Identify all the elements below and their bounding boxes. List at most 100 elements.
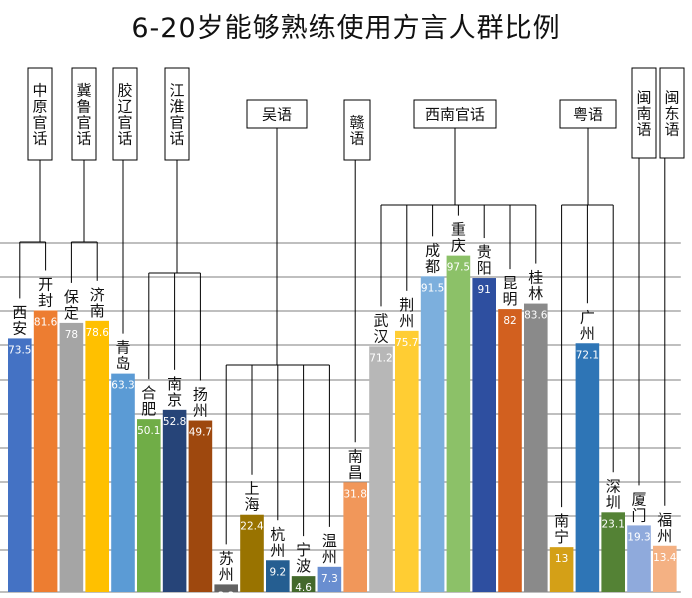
group-label: 闽南语: [636, 89, 651, 139]
bar-温州: [317, 566, 342, 592]
bar-value-label: 13: [555, 553, 568, 565]
bar-value-label: 4.6: [295, 582, 312, 594]
bar-value-label: 97.5: [447, 262, 470, 274]
bar-value-label: 71.2: [369, 352, 392, 364]
bar-value-label: 22.4: [240, 521, 264, 533]
bar-value-label: 52.8: [163, 416, 186, 428]
bar-category-label: 南昌: [348, 447, 363, 481]
bar-value-label: 50.1: [137, 425, 160, 437]
bar-厦门: [627, 525, 651, 592]
bar-深圳: [601, 512, 625, 592]
bar-扬州: [188, 420, 213, 592]
bar-category-label: 合肥: [141, 384, 156, 418]
bar-成都: [420, 276, 445, 592]
bar-category-label: 杭州: [270, 525, 285, 559]
bar-福州: [653, 545, 677, 592]
bar-value-label: 73.5: [8, 344, 31, 356]
group-label: 赣语: [349, 114, 364, 148]
group-label: 冀鲁官话: [76, 82, 91, 148]
bar-重庆: [446, 255, 471, 592]
bar-开封: [33, 310, 58, 592]
bar-保定: [59, 322, 84, 592]
bar-category-label: 福州: [657, 511, 672, 545]
group-box: [413, 99, 497, 129]
bar-category-label: 济南: [90, 286, 105, 320]
bar-桂林: [524, 303, 548, 592]
bar-贵阳: [472, 278, 496, 592]
group-box: [71, 67, 97, 161]
bar-category-label: 南京: [167, 375, 182, 409]
bar-value-label: 7.3: [321, 573, 338, 585]
bar-value-label: 63.3: [111, 380, 134, 392]
group-box: [343, 99, 371, 161]
bar-value-label: 91.5: [421, 282, 444, 294]
group-label: 粤语: [573, 106, 603, 124]
group-box: [164, 67, 190, 161]
bar-value-label: 2.2: [218, 590, 235, 598]
bar-荆州: [395, 330, 419, 592]
bars: [8, 255, 677, 592]
bar-category-label: 南宁: [554, 512, 569, 546]
bar-西安: [8, 338, 32, 592]
bar-category-label: 扬州: [193, 386, 208, 420]
chart-title: 6-20岁能够熟练使用方言人群比例: [131, 13, 561, 44]
bar-合肥: [137, 419, 161, 592]
bar-value-label: 83.6: [524, 310, 548, 322]
bar-南京: [162, 409, 187, 592]
bar-青岛: [111, 373, 135, 592]
bar-南昌: [343, 482, 367, 592]
bar-苏州: [214, 584, 238, 592]
group-box: [559, 99, 617, 129]
bar-武汉: [369, 346, 393, 592]
bar-category-label: 贵阳: [477, 243, 492, 277]
bar-昆明: [498, 309, 522, 592]
bar-category-label: 厦门: [631, 490, 646, 524]
bar-value-label: 9.2: [269, 566, 286, 578]
bar-value-label: 49.7: [189, 427, 212, 439]
group-label: 闽东语: [664, 89, 679, 139]
bar-南宁: [549, 547, 574, 592]
bar-category-label: 重庆: [451, 221, 466, 255]
bar-value-label: 75.7: [395, 337, 418, 349]
group-label: 西南官话: [425, 106, 485, 124]
group-box: [246, 99, 308, 129]
bar-category-label: 西安: [12, 303, 27, 337]
bar-category-label: 保定: [64, 288, 79, 322]
bar-category-label: 桂林: [528, 269, 543, 303]
bar-labels: 西安 73.5 开封 81.6 保定 78 济南 78.6 青岛 63.3 合肥 50.1 南京 52.8…: [8, 221, 677, 598]
bar-category-label: 广州: [580, 308, 595, 342]
bar-category-label: 上海: [244, 480, 259, 514]
bar-济南: [85, 320, 109, 592]
bar-上海: [240, 514, 264, 592]
bar-value-label: 91: [478, 284, 491, 296]
group-label: 吴语: [262, 106, 292, 124]
bar-value-label: 81.6: [34, 316, 58, 328]
bar-广州: [575, 343, 600, 592]
bar-value-label: 19.3: [627, 531, 650, 543]
bar-category-label: 宁波: [296, 541, 311, 575]
group-box: [112, 67, 138, 161]
bar-宁波: [291, 576, 316, 592]
bar-category-label: 青岛: [115, 339, 130, 373]
bar-value-label: 72.1: [576, 349, 599, 361]
bar-value-label: 23.1: [602, 518, 625, 530]
bar-value-label: 31.8: [344, 488, 367, 500]
group-box: [631, 67, 657, 159]
bar-category-label: 深圳: [606, 477, 621, 511]
bar-value-label: 78.6: [86, 327, 110, 339]
group-label: 胶辽官话: [117, 82, 132, 148]
bar-value-label: 13.4: [653, 552, 677, 564]
bar-杭州: [266, 560, 290, 592]
group-box: [659, 67, 685, 159]
bar-value-label: 82: [503, 315, 516, 327]
group-label: 中原官话: [32, 82, 47, 148]
bar-category-label: 苏州: [219, 549, 234, 583]
bar-category-label: 荆州: [399, 296, 414, 330]
bar-category-label: 温州: [322, 532, 337, 566]
bar-value-label: 78: [65, 329, 78, 341]
bar-category-label: 武汉: [373, 311, 388, 345]
bar-category-label: 开封: [38, 275, 53, 309]
